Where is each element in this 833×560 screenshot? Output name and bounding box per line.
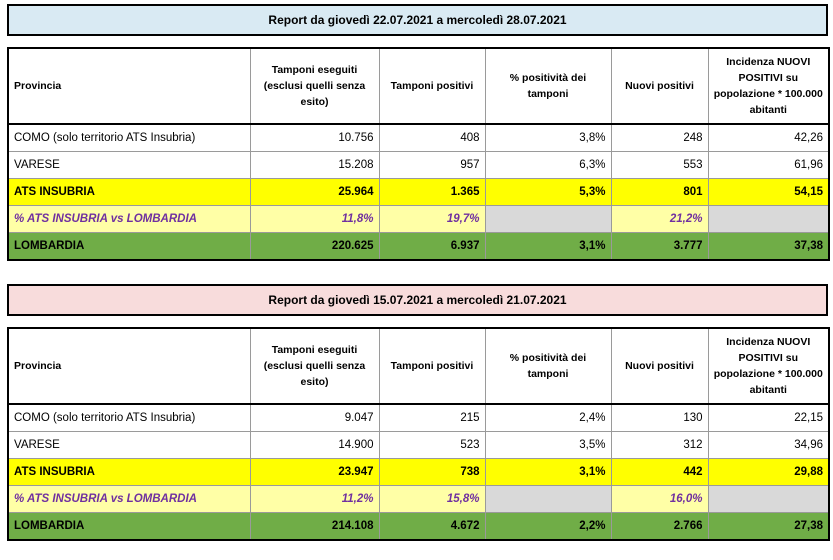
cell-positivita: 3,8% — [484, 123, 612, 152]
cell-tamponi: 220.625 — [249, 232, 380, 261]
row-ats-vs-lombardia: % ATS INSUBRIA vs LOMBARDIA 11,2% 15,8% … — [7, 485, 830, 513]
header-tamponi: Tamponi eseguiti (esclusi quelli senza e… — [249, 327, 380, 405]
cell-positivi: 215 — [378, 403, 486, 432]
header-incidenza: Incidenza NUOVI POSITIVI su popolazione … — [707, 327, 830, 405]
cell-incidenza: 37,38 — [707, 232, 830, 261]
cell-incidenza — [707, 485, 830, 513]
cell-positivi: 523 — [378, 431, 486, 459]
cell-tamponi: 10.756 — [249, 123, 380, 152]
cell-provincia: LOMBARDIA — [7, 512, 251, 541]
header-provincia: Provincia — [7, 327, 251, 405]
cell-incidenza: 27,38 — [707, 512, 830, 541]
cell-positivi: 957 — [378, 151, 486, 179]
cell-incidenza: 29,88 — [707, 458, 830, 486]
cell-positivita: 2,2% — [484, 512, 612, 541]
cell-positivita — [484, 205, 612, 233]
cell-positivi: 738 — [378, 458, 486, 486]
cell-positivi: 19,7% — [378, 205, 486, 233]
cell-nuovi: 21,2% — [610, 205, 709, 233]
cell-tamponi: 9.047 — [249, 403, 380, 432]
cell-nuovi: 2.766 — [610, 512, 709, 541]
header-provincia: Provincia — [7, 47, 251, 125]
cell-positivi: 4.672 — [378, 512, 486, 541]
header-positivi: Tamponi positivi — [378, 47, 486, 125]
cell-provincia: % ATS INSUBRIA vs LOMBARDIA — [7, 205, 251, 233]
cell-tamponi: 214.108 — [249, 512, 380, 541]
row-varese: VARESE 15.208 957 6,3% 553 61,96 — [7, 151, 830, 179]
header-row: Provincia Tamponi eseguiti (esclusi quel… — [7, 327, 830, 405]
cell-positivi: 1.365 — [378, 178, 486, 206]
header-nuovi: Nuovi positivi — [610, 47, 709, 125]
cell-nuovi: 248 — [610, 123, 709, 152]
header-nuovi: Nuovi positivi — [610, 327, 709, 405]
header-positivi: Tamponi positivi — [378, 327, 486, 405]
report-previous-week: Report da giovedì 15.07.2021 a mercoledì… — [7, 284, 830, 541]
cell-provincia: VARESE — [7, 431, 251, 459]
cell-positivita: 3,5% — [484, 431, 612, 459]
cell-incidenza: 42,26 — [707, 123, 830, 152]
cell-provincia: LOMBARDIA — [7, 232, 251, 261]
cell-provincia: ATS INSUBRIA — [7, 458, 251, 486]
cell-incidenza: 34,96 — [707, 431, 830, 459]
report-table: Provincia Tamponi eseguiti (esclusi quel… — [7, 327, 830, 541]
cell-incidenza: 22,15 — [707, 403, 830, 432]
cell-positivita: 6,3% — [484, 151, 612, 179]
cell-incidenza: 54,15 — [707, 178, 830, 206]
cell-positivita: 3,1% — [484, 232, 612, 261]
report-title: Report da giovedì 22.07.2021 a mercoledì… — [7, 4, 828, 36]
row-como: COMO (solo territorio ATS Insubria) 9.04… — [7, 403, 830, 432]
cell-positivi: 15,8% — [378, 485, 486, 513]
cell-tamponi: 14.900 — [249, 431, 380, 459]
row-como: COMO (solo territorio ATS Insubria) 10.7… — [7, 123, 830, 152]
cell-provincia: VARESE — [7, 151, 251, 179]
header-tamponi: Tamponi eseguiti (esclusi quelli senza e… — [249, 47, 380, 125]
report-current-week: Report da giovedì 22.07.2021 a mercoledì… — [7, 4, 830, 261]
row-varese: VARESE 14.900 523 3,5% 312 34,96 — [7, 431, 830, 459]
cell-positivita: 5,3% — [484, 178, 612, 206]
report-title: Report da giovedì 15.07.2021 a mercoledì… — [7, 284, 828, 316]
row-lombardia: LOMBARDIA 220.625 6.937 3,1% 3.777 37,38 — [7, 232, 830, 261]
cell-provincia: COMO (solo territorio ATS Insubria) — [7, 123, 251, 152]
cell-nuovi: 3.777 — [610, 232, 709, 261]
cell-provincia: % ATS INSUBRIA vs LOMBARDIA — [7, 485, 251, 513]
cell-nuovi: 801 — [610, 178, 709, 206]
cell-nuovi: 312 — [610, 431, 709, 459]
cell-tamponi: 11,8% — [249, 205, 380, 233]
cell-positivita — [484, 485, 612, 513]
cell-nuovi: 130 — [610, 403, 709, 432]
header-row: Provincia Tamponi eseguiti (esclusi quel… — [7, 47, 830, 125]
cell-tamponi: 23.947 — [249, 458, 380, 486]
cell-positivita: 2,4% — [484, 403, 612, 432]
cell-nuovi: 553 — [610, 151, 709, 179]
row-ats-insubria: ATS INSUBRIA 25.964 1.365 5,3% 801 54,15 — [7, 178, 830, 206]
row-ats-vs-lombardia: % ATS INSUBRIA vs LOMBARDIA 11,8% 19,7% … — [7, 205, 830, 233]
cell-incidenza: 61,96 — [707, 151, 830, 179]
cell-positivita: 3,1% — [484, 458, 612, 486]
cell-positivi: 6.937 — [378, 232, 486, 261]
cell-nuovi: 442 — [610, 458, 709, 486]
cell-nuovi: 16,0% — [610, 485, 709, 513]
cell-tamponi: 15.208 — [249, 151, 380, 179]
cell-tamponi: 11,2% — [249, 485, 380, 513]
header-incidenza: Incidenza NUOVI POSITIVI su popolazione … — [707, 47, 830, 125]
cell-provincia: COMO (solo territorio ATS Insubria) — [7, 403, 251, 432]
row-ats-insubria: ATS INSUBRIA 23.947 738 3,1% 442 29,88 — [7, 458, 830, 486]
cell-positivi: 408 — [378, 123, 486, 152]
report-table: Provincia Tamponi eseguiti (esclusi quel… — [7, 47, 830, 261]
row-lombardia: LOMBARDIA 214.108 4.672 2,2% 2.766 27,38 — [7, 512, 830, 541]
cell-incidenza — [707, 205, 830, 233]
header-positivita: % positività dei tamponi — [484, 327, 612, 405]
cell-tamponi: 25.964 — [249, 178, 380, 206]
header-positivita: % positività dei tamponi — [484, 47, 612, 125]
cell-provincia: ATS INSUBRIA — [7, 178, 251, 206]
